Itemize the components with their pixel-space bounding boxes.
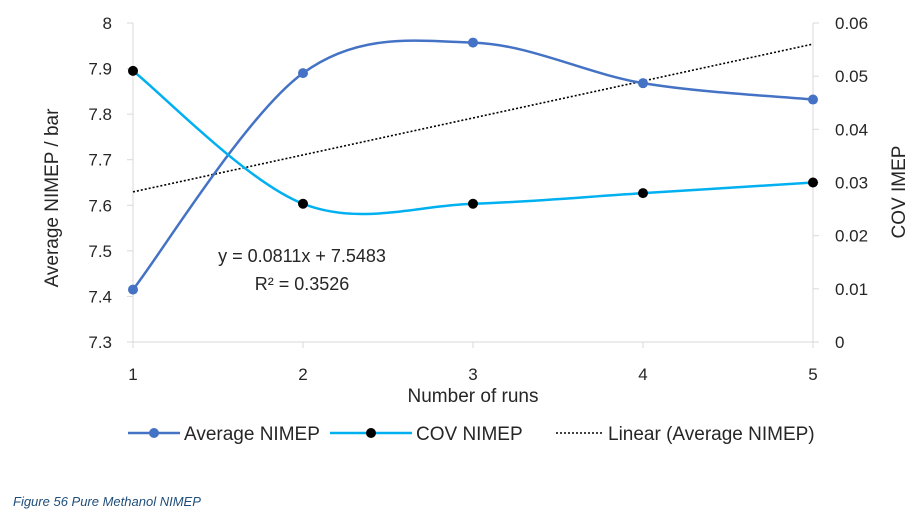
legend-marker-average-nimep [149, 428, 159, 438]
y2-tick-label: 0.01 [835, 280, 868, 299]
y-tick-label: 7.4 [88, 287, 112, 306]
data-point-cov-nimep [128, 65, 138, 76]
data-point-average-nimep [808, 94, 818, 105]
axes: 1 2 3 4 5 7.3 7.4 7.5 7.6 7.7 7.8 7.9 8 0 0.01 0.02 0.03… [88, 14, 868, 384]
y-tick-label: 7.5 [88, 242, 112, 261]
x-tick-label: 2 [298, 365, 307, 384]
y2-tick-label: 0.06 [835, 14, 868, 33]
data-point-average-nimep [128, 284, 138, 295]
series-layer [128, 37, 818, 295]
y-axis-title: Average NIMEP / bar [42, 108, 63, 288]
x-axis-title: Number of runs [408, 386, 539, 407]
x-tick-label: 3 [468, 365, 477, 384]
y2-tick-label: 0 [835, 333, 844, 352]
y-tick-label: 7.7 [88, 151, 112, 170]
x-tick-label: 1 [128, 365, 137, 384]
figure-caption: Figure 56 Pure Methanol NIMEP [13, 494, 201, 509]
x-tick-label: 4 [638, 365, 647, 384]
y-tick-label: 7.3 [88, 333, 112, 352]
legend: Average NIMEP COV NIMEP Linear (Average NI… [128, 424, 815, 445]
data-point-cov-nimep [808, 177, 818, 188]
y-tick-label: 7.9 [88, 60, 112, 79]
legend-label-linear-average-nimep-: Linear (Average NIMEP) [608, 424, 815, 445]
y2-tick-label: 0.02 [835, 227, 868, 246]
y2-tick-label: 0.04 [835, 120, 868, 139]
y-tick-label: 8 [103, 14, 112, 33]
y-tick-label: 7.6 [88, 196, 112, 215]
trendline-linear-average-nimep [132, 43, 814, 193]
y2-tick-label: 0.05 [835, 67, 868, 86]
legend-label-cov-nimep: COV NIMEP [416, 424, 523, 445]
y2-axis-title: COV IMEP [889, 146, 910, 239]
trendline-equation: y = 0.0811x + 7.5483 [218, 246, 386, 266]
chart: 1 2 3 4 5 7.3 7.4 7.5 7.6 7.7 7.8 7.9 8 0 0.01 0.02 0.03… [42, 14, 910, 445]
legend-marker-cov-nimep [366, 428, 376, 438]
y2-tick-label: 0.03 [835, 174, 868, 193]
data-point-cov-nimep [298, 198, 308, 209]
series-line-average-nimep [132, 39, 814, 291]
x-tick-label: 5 [808, 365, 817, 384]
data-point-average-nimep [638, 78, 648, 89]
data-point-average-nimep [468, 37, 478, 48]
data-point-average-nimep [298, 68, 308, 79]
data-point-cov-nimep [468, 198, 478, 209]
data-point-cov-nimep [638, 188, 648, 199]
trendline-r-squared: R² = 0.3526 [255, 274, 350, 294]
legend-label-average-nimep: Average NIMEP [184, 424, 320, 445]
y-tick-label: 7.8 [88, 105, 112, 124]
